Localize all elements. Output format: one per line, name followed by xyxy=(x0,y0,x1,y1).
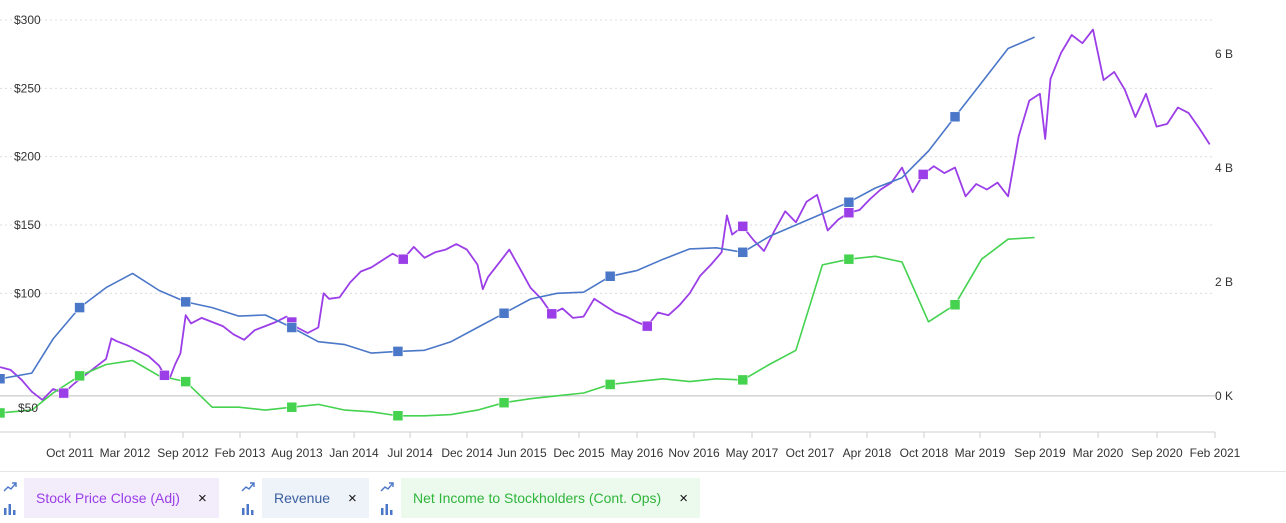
series-tools[interactable] xyxy=(377,477,397,519)
series-layer xyxy=(0,28,1211,417)
series-marker[interactable] xyxy=(546,308,558,320)
bar-chart-icon[interactable] xyxy=(380,503,394,515)
legend-label-revenue: Revenue xyxy=(274,490,331,506)
series-marker[interactable] xyxy=(286,322,298,333)
x-tick-label: Oct 2011 xyxy=(46,446,94,460)
series-marker[interactable] xyxy=(843,207,855,218)
series-marker[interactable] xyxy=(498,397,510,408)
x-tick-label: Apr 2018 xyxy=(843,446,892,460)
gridlines xyxy=(0,19,1215,294)
series-tools[interactable] xyxy=(238,477,258,519)
trend-line-icon[interactable] xyxy=(380,481,394,493)
left-tick-label: $200 xyxy=(14,150,41,164)
trend-line-icon[interactable] xyxy=(241,481,255,493)
legend-chip-net-income[interactable]: Net Income to Stockholders (Cont. Ops) × xyxy=(401,478,700,518)
stock-chart[interactable]: $300 $250 $200 $150 $100 $50 6 B 4 B 2 B 0 K Oct… xyxy=(0,0,1286,470)
left-tick-label: $300 xyxy=(14,13,41,27)
x-tick-label: Sep 2019 xyxy=(1014,446,1066,460)
bar-chart-icon[interactable] xyxy=(3,503,17,515)
series-line-net-income-to-stockholders-cont-ops-[interactable] xyxy=(0,236,1035,417)
x-tick-label: Jan 2014 xyxy=(329,446,379,460)
x-tick-label: Mar 2012 xyxy=(100,446,151,460)
right-axis: 6 B 4 B 2 B 0 K xyxy=(1215,47,1233,403)
x-tick-label: Nov 2016 xyxy=(668,446,720,460)
series-marker[interactable] xyxy=(392,346,404,357)
x-tick-label: May 2017 xyxy=(726,446,779,460)
trend-line-icon[interactable] xyxy=(3,481,17,493)
x-tick-label: Oct 2017 xyxy=(786,446,835,460)
right-tick-label: 4 B xyxy=(1215,161,1233,175)
series-marker[interactable] xyxy=(642,320,653,332)
legend-chip-revenue[interactable]: Revenue × xyxy=(262,478,369,518)
x-tick-label: Jun 2015 xyxy=(497,446,547,460)
series-marker[interactable] xyxy=(917,169,929,180)
x-tick-label: Mar 2019 xyxy=(955,446,1006,460)
legend-group-stock: Stock Price Close (Adj) × xyxy=(0,477,219,519)
series-marker[interactable] xyxy=(737,221,749,232)
close-icon[interactable]: × xyxy=(348,489,357,507)
x-tick-label: Sep 2020 xyxy=(1131,446,1183,460)
x-tick-label: Jul 2014 xyxy=(387,446,433,460)
legend-bar: Stock Price Close (Adj) × Revenue × Net … xyxy=(0,471,1286,522)
series-marker[interactable] xyxy=(949,111,961,123)
x-tick-label: Feb 2013 xyxy=(215,446,266,460)
series-marker[interactable] xyxy=(949,299,961,310)
series-marker[interactable] xyxy=(392,410,404,422)
series-marker[interactable] xyxy=(0,373,6,384)
x-tick-label: May 2016 xyxy=(611,446,664,460)
series-marker[interactable] xyxy=(498,308,510,319)
series-marker[interactable] xyxy=(604,271,616,282)
series-marker[interactable] xyxy=(159,370,170,381)
series-marker[interactable] xyxy=(737,247,749,258)
series-tools[interactable] xyxy=(0,477,20,519)
series-marker[interactable] xyxy=(180,376,191,387)
x-tick-label: Oct 2018 xyxy=(900,446,949,460)
bar-chart-icon[interactable] xyxy=(241,503,255,515)
series-marker[interactable] xyxy=(180,296,191,308)
close-icon[interactable]: × xyxy=(197,489,207,507)
legend-group-net-income: Net Income to Stockholders (Cont. Ops) × xyxy=(377,477,700,519)
series-marker[interactable] xyxy=(74,370,85,382)
series-marker[interactable] xyxy=(58,387,69,399)
left-tick-label: $100 xyxy=(14,286,41,300)
series-marker[interactable] xyxy=(74,302,85,313)
left-tick-label: $50 xyxy=(18,401,38,415)
x-tick-label: Mar 2020 xyxy=(1073,446,1124,460)
series-marker[interactable] xyxy=(0,407,6,419)
legend-label-net-income: Net Income to Stockholders (Cont. Ops) xyxy=(413,490,662,506)
left-axis: $300 $250 $200 $150 $100 $50 xyxy=(14,13,41,415)
x-tick-label: Sep 2012 xyxy=(157,446,209,460)
x-tick-label: Aug 2013 xyxy=(271,446,323,460)
legend-chip-stock-price[interactable]: Stock Price Close (Adj) × xyxy=(24,478,219,518)
series-marker[interactable] xyxy=(604,379,616,390)
series-marker[interactable] xyxy=(286,401,298,413)
left-tick-label: $250 xyxy=(14,81,41,95)
right-tick-label: 6 B xyxy=(1215,47,1233,61)
series-line-stock-price-close-adj-[interactable] xyxy=(0,28,1211,401)
left-tick-label: $150 xyxy=(14,218,41,232)
marker-layer[interactable] xyxy=(0,111,961,422)
series-line-revenue[interactable] xyxy=(0,36,1035,380)
close-icon[interactable]: × xyxy=(679,489,688,507)
x-axis: Oct 2011 Mar 2012 Sep 2012 Feb 2013 Aug 2013… xyxy=(0,431,1241,460)
x-tick-label: Dec 2015 xyxy=(553,446,605,460)
legend-group-revenue: Revenue × xyxy=(238,477,369,519)
right-tick-label: 0 K xyxy=(1215,389,1233,403)
x-tick-label: Dec 2014 xyxy=(441,446,493,460)
right-tick-label: 2 B xyxy=(1215,275,1233,289)
series-marker[interactable] xyxy=(737,374,749,386)
series-marker[interactable] xyxy=(843,196,855,208)
series-marker[interactable] xyxy=(397,253,409,265)
series-marker[interactable] xyxy=(843,253,855,265)
x-tick-label: Feb 2021 xyxy=(1190,446,1241,460)
legend-label-stock-price: Stock Price Close (Adj) xyxy=(36,490,180,506)
